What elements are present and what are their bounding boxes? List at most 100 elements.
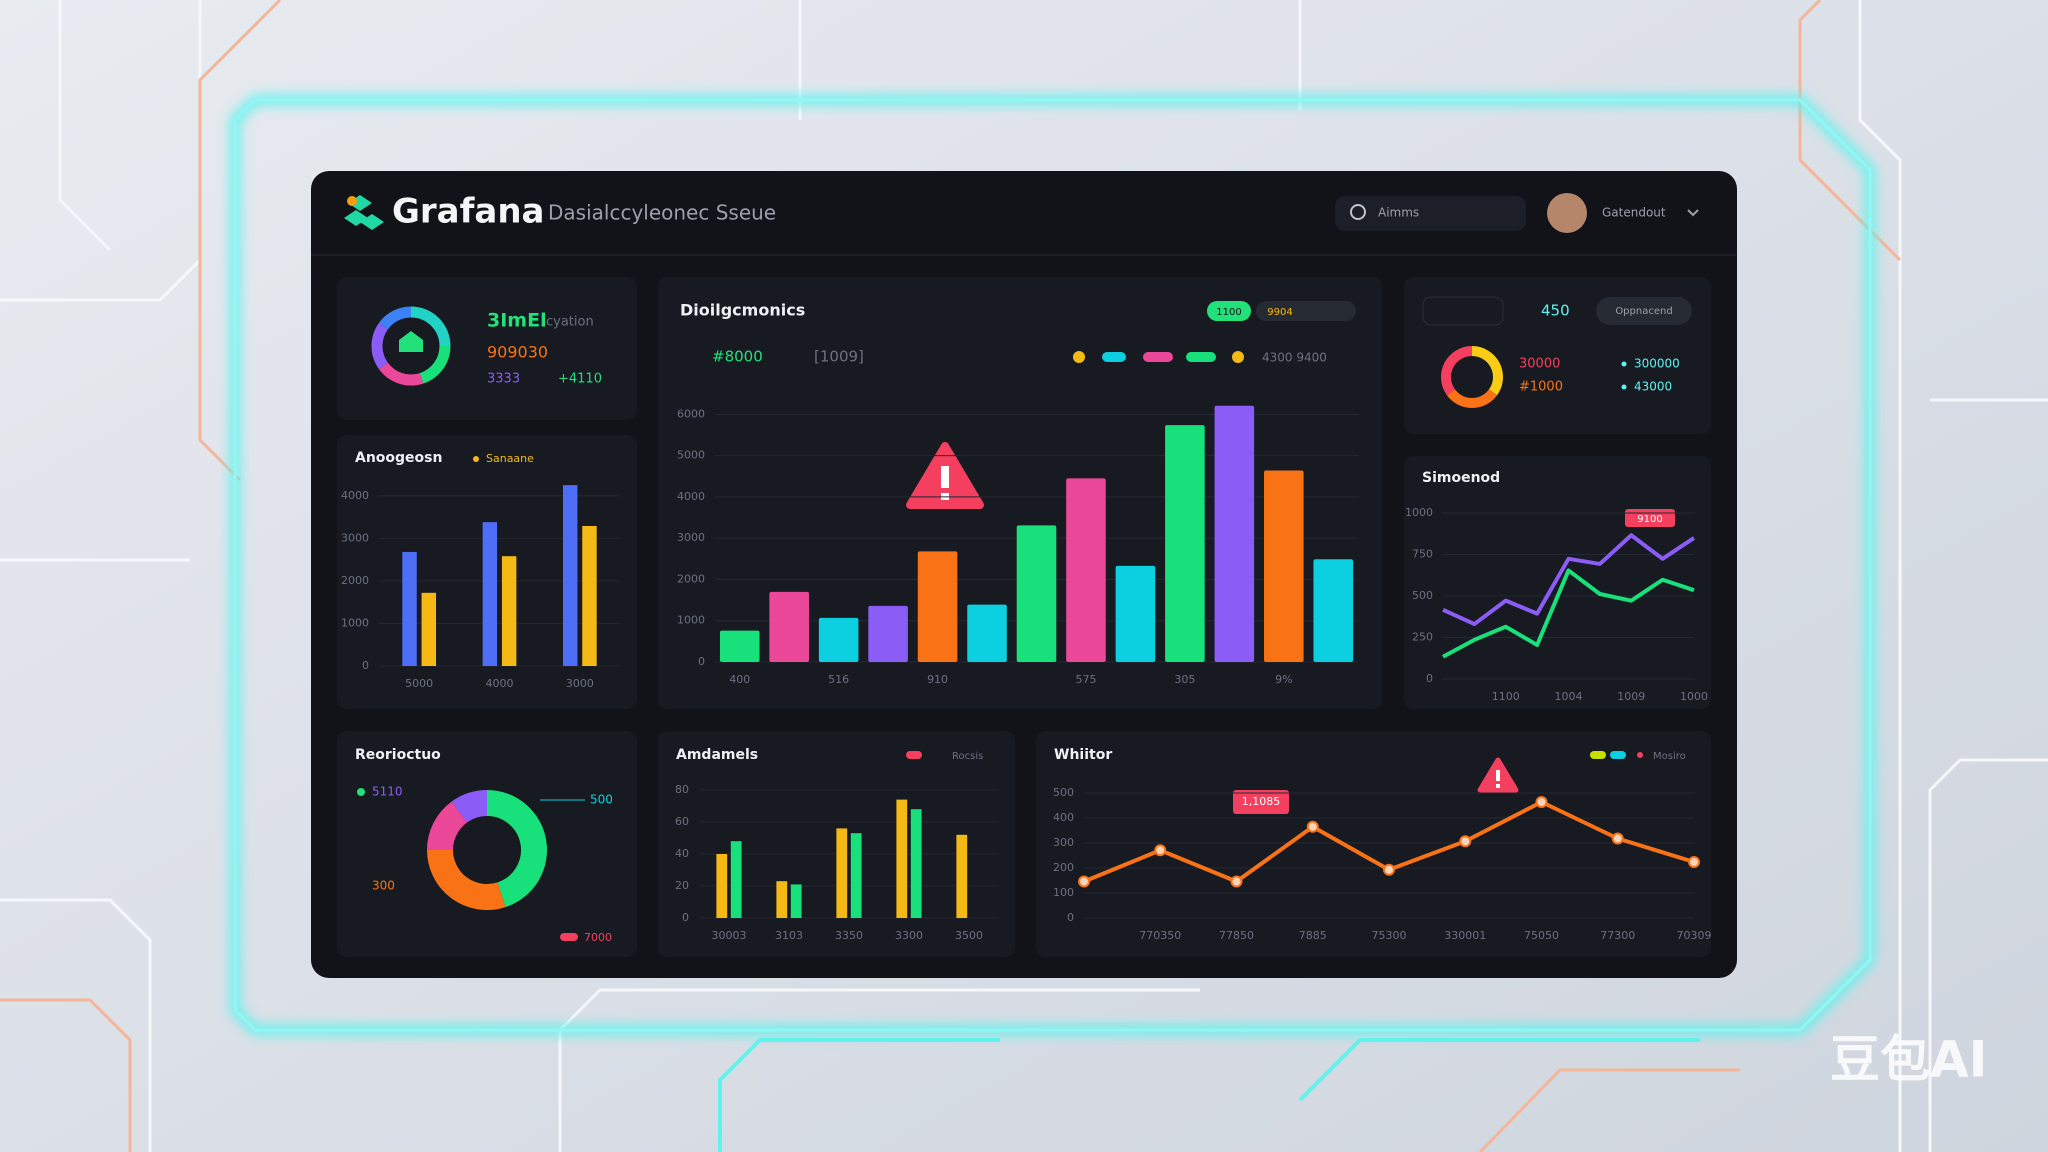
y-tick-label: 400: [1053, 811, 1074, 824]
bar: [776, 881, 788, 918]
point: [1611, 832, 1624, 845]
brand: Grafana: [392, 192, 545, 232]
stat-subtitle: cyation: [546, 315, 594, 330]
user-menu-caret[interactable]: [1687, 209, 1699, 217]
legend-text: Mosiro: [1653, 751, 1686, 762]
logo: [344, 195, 384, 230]
x-tick-label: 3103: [775, 929, 803, 942]
bar: [956, 834, 968, 918]
x-tick-label: 3300: [895, 929, 923, 942]
chip[interactable]: [1422, 296, 1504, 326]
legend-text: Rocsis: [952, 751, 983, 762]
user-name[interactable]: Gatendout: [1602, 206, 1666, 220]
bar: [719, 630, 760, 662]
chip[interactable]: [1207, 301, 1251, 321]
chip-text[interactable]: 1100: [1216, 307, 1241, 318]
line: [1442, 533, 1696, 627]
panel-title: Whiitor: [1054, 747, 1112, 763]
donut-segment: [1441, 346, 1473, 396]
legend-marker: [560, 933, 578, 941]
legend-dot: [357, 788, 365, 796]
x-tick-label: 1004: [1555, 690, 1583, 703]
y-tick-label: 20: [675, 879, 689, 892]
panel-title: Dioilgcmonics: [680, 301, 805, 320]
y-tick-label: 2000: [677, 572, 705, 585]
chip[interactable]: [1596, 297, 1692, 325]
x-tick-label: 910: [927, 673, 948, 686]
bar: [790, 884, 802, 918]
point: [1535, 796, 1548, 808]
search-box[interactable]: [1335, 196, 1526, 231]
legend-text: Sanaane: [486, 452, 534, 465]
x-tick-label: 77850: [1219, 929, 1254, 942]
search-icon: [1350, 204, 1366, 220]
y-tick-label: 0: [682, 911, 689, 924]
chip-text[interactable]: 9904: [1267, 307, 1292, 318]
stat-text: [1009]: [814, 348, 864, 366]
legend-dot: [1621, 384, 1627, 390]
x-tick-label: 77300: [1600, 929, 1635, 942]
x-tick-label: 9%: [1275, 673, 1292, 686]
avatar[interactable]: [1547, 193, 1587, 233]
bar: [1115, 565, 1156, 662]
donut-segment: [427, 849, 506, 910]
y-tick-label: 200: [1053, 861, 1074, 874]
x-tick-label: 3350: [835, 929, 863, 942]
x-tick-label: 330001: [1444, 929, 1486, 942]
donut-segment: [427, 801, 468, 851]
panel-title: Amdamels: [676, 747, 758, 763]
bar: [730, 841, 742, 918]
chip-text[interactable]: Oppnacend: [1615, 306, 1672, 317]
y-tick-label: 750: [1412, 548, 1433, 561]
donut-segment: [371, 322, 389, 370]
y-tick-label: 100: [1053, 886, 1074, 899]
legend-text: 43000: [1634, 380, 1672, 394]
y-tick-label: 3000: [677, 531, 705, 544]
y-tick-label: 0: [362, 659, 369, 672]
panel: [1036, 731, 1711, 957]
bar: [1313, 559, 1354, 662]
subtitle: Dasialccyleonec Sseue: [548, 201, 776, 225]
donut-segment: [379, 306, 412, 330]
x-tick-label: 770350: [1139, 929, 1181, 942]
y-tick-label: 3000: [341, 531, 369, 544]
y-tick-label: 500: [1412, 589, 1433, 602]
chip[interactable]: [1256, 301, 1356, 321]
bar: [562, 485, 578, 666]
x-tick-label: 75300: [1372, 929, 1407, 942]
warning-icon: [1477, 757, 1519, 793]
bar: [582, 525, 597, 666]
x-tick-label: 516: [828, 673, 849, 686]
donut-segment: [419, 345, 451, 384]
point: [1154, 844, 1167, 857]
y-tick-label: 4000: [677, 490, 705, 503]
x-tick-label: 400: [729, 673, 750, 686]
bar: [868, 605, 908, 662]
bar: [967, 604, 1007, 662]
y-tick-label: 80: [675, 783, 689, 796]
stat-title: 3ImEl: [487, 310, 547, 332]
stat-text: 30000: [1519, 357, 1560, 372]
x-tick-label: 3500: [955, 929, 983, 942]
donut-label: 7000: [584, 931, 612, 944]
donut-segment: [451, 790, 488, 823]
point: [1078, 875, 1090, 888]
home-icon: [399, 331, 423, 352]
donut-segment: [379, 362, 424, 386]
y-tick-label: 300: [1053, 836, 1074, 849]
bar: [910, 809, 922, 918]
panel-title: Anoogeosn: [355, 450, 442, 466]
point: [1306, 820, 1319, 833]
stat-text: #1000: [1519, 380, 1563, 395]
donut-label: 300: [372, 879, 395, 893]
bar: [482, 522, 498, 666]
x-tick-label: 5000: [405, 677, 433, 690]
y-tick-label: 0: [698, 655, 705, 668]
legend-text: 300000: [1634, 357, 1680, 371]
annotation-box: [1233, 790, 1289, 814]
stat-delta: +4110: [558, 372, 602, 387]
y-tick-label: 250: [1412, 631, 1433, 644]
badge: 450: [1541, 302, 1570, 320]
